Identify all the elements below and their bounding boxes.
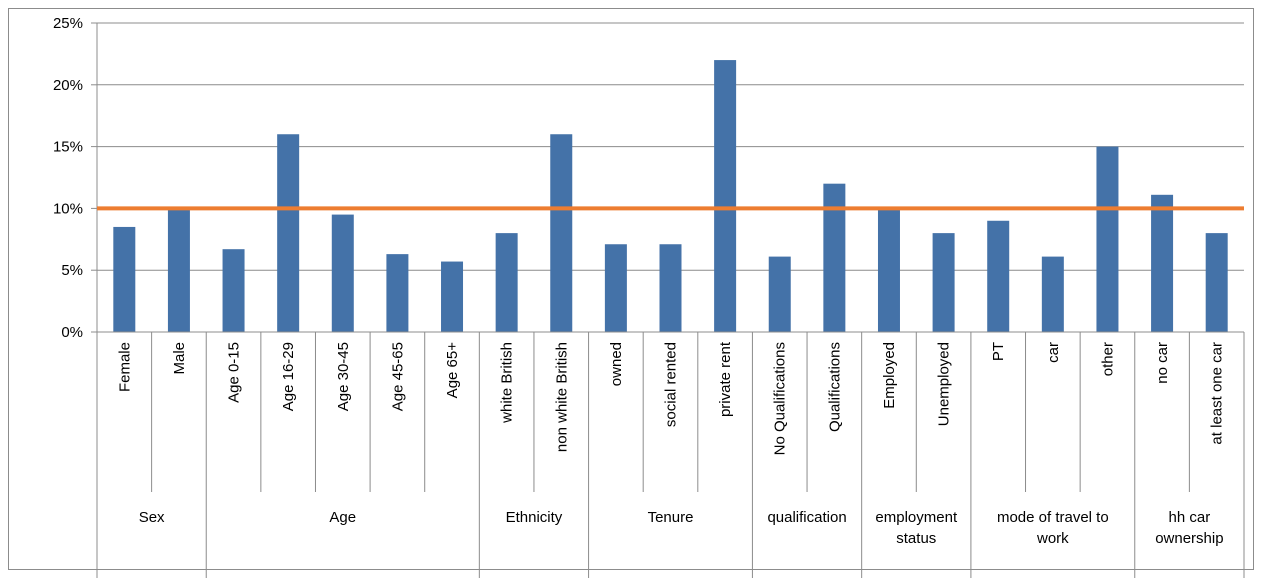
- category-label: social rented: [663, 342, 680, 427]
- category-label: Female: [116, 342, 133, 392]
- bar: [1041, 256, 1064, 332]
- bar: [167, 208, 190, 332]
- bar: [932, 233, 955, 332]
- bar: [1205, 233, 1228, 332]
- category-label: no car: [1154, 342, 1171, 384]
- y-tick-label: 5%: [61, 262, 83, 279]
- bar: [113, 226, 136, 332]
- bar: [604, 244, 627, 332]
- category-label: other: [1099, 342, 1116, 376]
- category-label: at least one car: [1209, 342, 1226, 445]
- bar: [1096, 146, 1119, 332]
- category-label: Employed: [881, 342, 898, 409]
- category-label: Age 65+: [444, 342, 461, 399]
- bar: [659, 244, 682, 332]
- y-tick-label: 15%: [53, 139, 83, 156]
- group-label: hh car: [1169, 509, 1211, 526]
- category-label: Age 30-45: [335, 342, 352, 411]
- bar: [714, 60, 737, 333]
- bar: [331, 214, 354, 332]
- bar: [768, 256, 791, 332]
- group-label: qualification: [767, 509, 846, 526]
- category-label: Age 0-15: [226, 342, 243, 403]
- y-tick-label: 10%: [53, 200, 83, 217]
- category-label: PT: [990, 342, 1007, 361]
- bar: [277, 134, 300, 332]
- group-label: Ethnicity: [506, 509, 563, 526]
- bar: [495, 233, 518, 332]
- bar: [1151, 194, 1174, 332]
- category-label: Age 45-65: [389, 342, 406, 411]
- y-tick-label: 20%: [53, 77, 83, 94]
- category-label: Male: [171, 342, 188, 375]
- group-label: mode of travel to: [997, 509, 1109, 526]
- category-label: car: [1045, 342, 1062, 363]
- bar: [386, 254, 409, 332]
- bar: [222, 249, 245, 332]
- group-label: Age: [329, 509, 356, 526]
- group-label: work: [1036, 530, 1069, 547]
- group-label: Tenure: [648, 509, 694, 526]
- category-label: Qualifications: [826, 342, 843, 432]
- category-label: Age 16-29: [280, 342, 297, 411]
- group-label: status: [896, 530, 936, 547]
- bar: [877, 208, 900, 332]
- category-label: No Qualifications: [772, 342, 789, 455]
- bar: [441, 261, 464, 332]
- category-label: owned: [608, 342, 625, 386]
- category-label: white British: [499, 342, 516, 424]
- bar: [987, 220, 1010, 332]
- group-label: Sex: [139, 509, 165, 526]
- bar: [823, 183, 846, 332]
- group-label: ownership: [1155, 530, 1223, 547]
- group-label: employment: [875, 509, 958, 526]
- bar: [550, 134, 573, 332]
- category-label: private rent: [717, 341, 734, 417]
- y-tick-label: 25%: [53, 15, 83, 32]
- category-label: non white British: [553, 342, 570, 452]
- category-label: Unemployed: [936, 342, 953, 426]
- y-tick-label: 0%: [61, 324, 83, 341]
